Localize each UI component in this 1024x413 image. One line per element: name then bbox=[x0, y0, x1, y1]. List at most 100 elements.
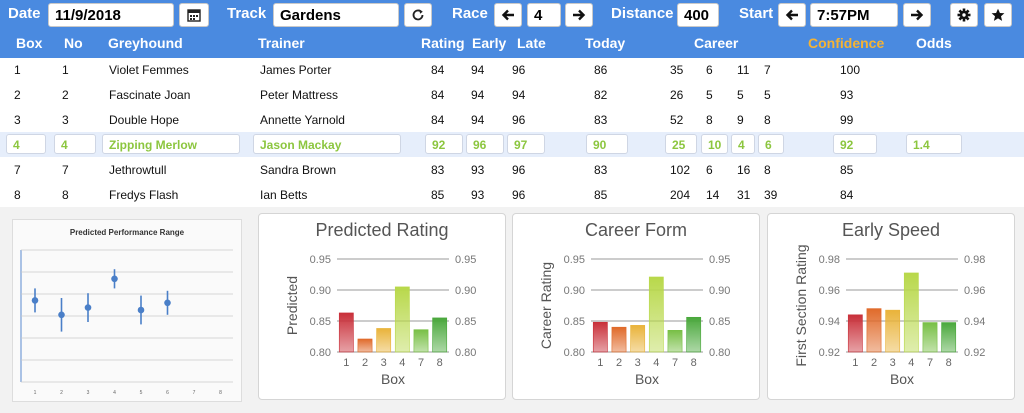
y-tick-label-right: 0.95 bbox=[709, 254, 730, 266]
table-row[interactable]: 1 1 Violet Femmes James Porter 84 94 96 … bbox=[0, 58, 1024, 83]
col-greyhound[interactable]: Greyhound bbox=[108, 35, 183, 51]
cell-career-seconds[interactable]: 4 bbox=[731, 134, 755, 154]
bar-box-1 bbox=[847, 314, 863, 353]
cell-early[interactable]: 96 bbox=[466, 134, 504, 154]
col-today[interactable]: Today bbox=[585, 35, 626, 51]
cell-no: 1 bbox=[62, 63, 69, 77]
y-tick-label-left: 0.85 bbox=[564, 316, 585, 328]
cell-late: 96 bbox=[512, 163, 526, 177]
cell-career-starts[interactable]: 25 bbox=[665, 134, 697, 154]
cell-career-wins[interactable]: 10 bbox=[701, 134, 728, 154]
date-field[interactable]: 11/9/2018 bbox=[48, 3, 174, 27]
cell-box[interactable]: 4 bbox=[6, 134, 46, 154]
col-box[interactable]: Box bbox=[16, 35, 43, 51]
cell-rating[interactable]: 92 bbox=[425, 134, 463, 154]
y-tick-label-right: 0.85 bbox=[709, 316, 730, 328]
x-tick-label: 3 bbox=[890, 357, 896, 369]
cell-rating: 84 bbox=[431, 88, 445, 102]
cell-odds[interactable]: 1.4 bbox=[906, 134, 962, 154]
favorite-button[interactable] bbox=[984, 3, 1012, 27]
cell-career-wins: 6 bbox=[706, 63, 713, 77]
y-tick-label-left: 0.80 bbox=[310, 347, 331, 359]
cell-trainer[interactable]: Jason Mackay bbox=[253, 134, 401, 154]
y-tick-label-right: 0.96 bbox=[964, 285, 985, 297]
col-confidence[interactable]: Confidence bbox=[808, 35, 885, 51]
bar-box-1 bbox=[338, 312, 354, 353]
y-tick-label-right: 0.90 bbox=[709, 285, 730, 297]
refresh-button[interactable] bbox=[404, 3, 432, 27]
cell-today[interactable]: 90 bbox=[586, 134, 628, 154]
arrow-right-icon bbox=[911, 9, 924, 21]
table-row[interactable]: 8 8 Fredys Flash Ian Betts 85 93 96 85 2… bbox=[0, 183, 1024, 208]
table-row[interactable]: 2 2 Fascinate Joan Peter Mattress 84 94 … bbox=[0, 83, 1024, 108]
x-tick-label: 1 bbox=[343, 357, 349, 369]
settings-button[interactable] bbox=[950, 3, 978, 27]
cell-trainer: Ian Betts bbox=[260, 188, 308, 202]
cell-career-thirds[interactable]: 6 bbox=[758, 134, 784, 154]
cell-career-seconds: 5 bbox=[737, 88, 744, 102]
predicted-rating-title: Predicted Rating bbox=[315, 220, 449, 240]
cell-late: 96 bbox=[512, 113, 526, 127]
cell-career-wins: 8 bbox=[706, 113, 713, 127]
race-next-button[interactable] bbox=[565, 3, 593, 27]
cell-confidence: 84 bbox=[840, 188, 854, 202]
start-prev-button[interactable] bbox=[778, 3, 806, 27]
col-odds[interactable]: Odds bbox=[916, 35, 952, 51]
table-header: Box No Greyhound Trainer Rating Early La… bbox=[0, 31, 1024, 58]
bar-box-3 bbox=[376, 328, 392, 353]
data-point bbox=[84, 304, 92, 311]
cell-no[interactable]: 4 bbox=[54, 134, 96, 154]
cell-trainer: Sandra Brown bbox=[260, 163, 337, 177]
performance-range-chart: Predicted Performance Range 1 2 3 4 5 6 7 8 bbox=[20, 228, 233, 396]
table-row[interactable]: 3 3 Double Hope Annette Yarnold 84 94 96… bbox=[0, 108, 1024, 133]
start-field[interactable]: 7:57PM bbox=[810, 3, 898, 27]
calendar-button[interactable] bbox=[179, 3, 209, 27]
star-icon bbox=[991, 8, 1005, 21]
col-late[interactable]: Late bbox=[517, 35, 546, 51]
x-tick-label: 4 bbox=[653, 357, 659, 369]
cell-rating: 84 bbox=[431, 113, 445, 127]
col-trainer[interactable]: Trainer bbox=[258, 35, 305, 51]
cell-late[interactable]: 97 bbox=[507, 134, 545, 154]
cell-greyhound: Jethrowtull bbox=[109, 163, 167, 177]
y-tick-label-left: 0.92 bbox=[819, 347, 840, 359]
cell-confidence[interactable]: 92 bbox=[833, 134, 877, 154]
bar-box-2 bbox=[611, 326, 627, 353]
table-row-selected[interactable]: 4 4 Zipping Merlow Jason Mackay 92 96 97… bbox=[0, 132, 1024, 157]
cell-greyhound: Violet Femmes bbox=[109, 63, 189, 77]
cell-greyhound: Fredys Flash bbox=[109, 188, 179, 202]
x-axis-label: Box bbox=[635, 371, 659, 387]
y-tick-label-left: 0.95 bbox=[310, 254, 331, 266]
y-tick-label-right: 0.94 bbox=[964, 316, 985, 328]
bar-box-3 bbox=[885, 309, 901, 353]
col-rating[interactable]: Rating bbox=[421, 35, 465, 51]
data-point bbox=[31, 297, 39, 304]
early-speed-title: Early Speed bbox=[841, 220, 941, 240]
col-early[interactable]: Early bbox=[472, 35, 507, 51]
race-prev-button[interactable] bbox=[494, 3, 522, 27]
track-field[interactable]: Gardens bbox=[273, 3, 399, 27]
cell-greyhound[interactable]: Zipping Merlow bbox=[102, 134, 240, 154]
cell-career-wins: 5 bbox=[706, 88, 713, 102]
cell-career-thirds: 8 bbox=[764, 113, 771, 127]
y-tick-label-left: 0.80 bbox=[564, 347, 585, 359]
table-row[interactable]: 7 7 Jethrowtull Sandra Brown 83 93 96 83… bbox=[0, 158, 1024, 183]
bar-box-8 bbox=[941, 322, 957, 353]
predicted-rating-panel: Predicted Rating 0.80 0.80 0.85 0.85 0.90 0.9… bbox=[258, 213, 506, 400]
y-tick-label-right: 0.80 bbox=[709, 347, 730, 359]
y-tick-label-left: 0.94 bbox=[819, 316, 840, 328]
y-tick-label-left: 0.95 bbox=[564, 254, 585, 266]
track-label: Track bbox=[227, 5, 267, 22]
col-no[interactable]: No bbox=[64, 35, 83, 51]
performance-range-panel: Predicted Performance Range 1 2 3 4 5 6 7 8 bbox=[12, 219, 242, 402]
x-tick-label: 2 bbox=[362, 357, 368, 369]
start-next-button[interactable] bbox=[903, 3, 931, 27]
race-field[interactable]: 4 bbox=[527, 3, 561, 27]
col-career[interactable]: Career bbox=[694, 35, 739, 51]
x-tick-label: 1 bbox=[852, 357, 858, 369]
cell-box: 7 bbox=[14, 163, 21, 177]
distance-field[interactable]: 400 bbox=[677, 3, 719, 27]
y-tick-label-left: 0.90 bbox=[564, 285, 585, 297]
cell-early: 93 bbox=[471, 163, 485, 177]
cell-early: 93 bbox=[471, 188, 485, 202]
